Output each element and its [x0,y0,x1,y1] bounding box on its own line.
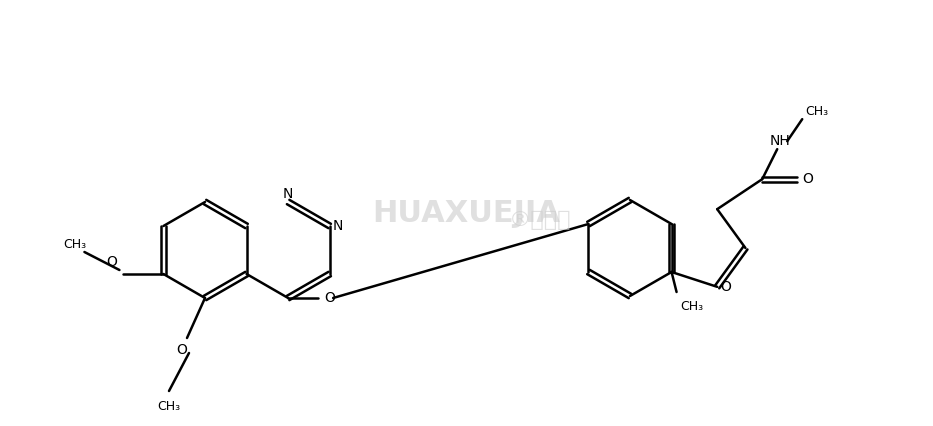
Text: O: O [176,343,188,357]
Text: CH₃: CH₃ [806,105,829,118]
Text: CH₃: CH₃ [158,400,181,412]
Text: O: O [325,291,336,305]
Text: N: N [283,187,293,201]
Text: N: N [332,219,343,233]
Text: NH: NH [770,134,790,148]
Text: CH₃: CH₃ [63,238,86,250]
Text: ®化学加: ®化学加 [508,210,571,230]
Text: O: O [801,172,813,186]
Text: HUAXUEJIA: HUAXUEJIA [372,199,560,227]
Text: O: O [719,280,731,294]
Text: CH₃: CH₃ [680,300,703,314]
Text: O: O [106,255,117,269]
